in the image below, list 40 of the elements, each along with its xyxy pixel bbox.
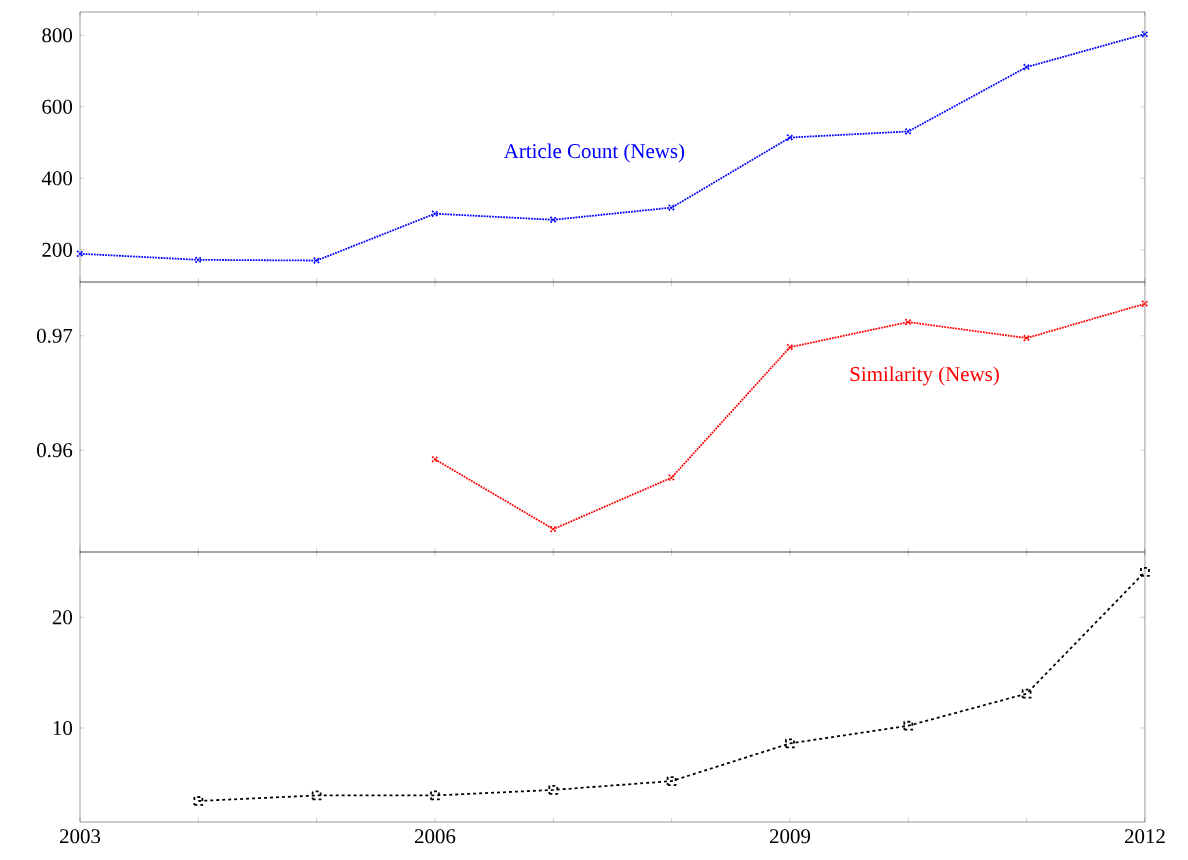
y-tick-label: 800 — [42, 28, 73, 43]
point — [1022, 334, 1031, 342]
point — [1141, 300, 1149, 308]
point — [667, 473, 676, 482]
point — [1022, 63, 1031, 71]
y-tick-label: 200 — [42, 242, 73, 257]
series-label: Similarity (News) — [850, 366, 999, 386]
x-tick-label: 2009 — [769, 829, 811, 844]
point — [312, 256, 321, 265]
point — [785, 738, 795, 749]
y-tick-label: 20 — [52, 610, 73, 625]
y-tick-label: 0.96 — [37, 443, 73, 458]
y-tick-label: 10 — [53, 720, 73, 736]
point — [430, 790, 440, 801]
point — [76, 250, 84, 258]
point — [786, 133, 794, 142]
point — [1021, 688, 1032, 699]
series-label: Article Count (News) — [503, 143, 685, 163]
x-tick-label: 2003 — [60, 829, 101, 844]
x-tick-label: 2006 — [414, 829, 456, 844]
point — [666, 776, 677, 786]
point — [194, 256, 203, 264]
point — [311, 790, 322, 801]
point — [1141, 30, 1149, 38]
point — [431, 209, 439, 218]
point — [549, 525, 558, 533]
point — [904, 318, 913, 326]
point — [903, 720, 914, 731]
x-tick-label: 2012 — [1124, 829, 1165, 844]
point — [548, 785, 559, 795]
point — [904, 127, 913, 136]
point — [193, 796, 204, 806]
y-tick-label: 600 — [42, 99, 73, 114]
point — [1140, 567, 1150, 577]
point — [786, 343, 794, 351]
point — [549, 216, 558, 224]
point — [431, 455, 439, 464]
y-tick-label: 400 — [41, 171, 73, 186]
point — [667, 203, 676, 212]
y-tick-label: 0.97 — [37, 328, 73, 343]
